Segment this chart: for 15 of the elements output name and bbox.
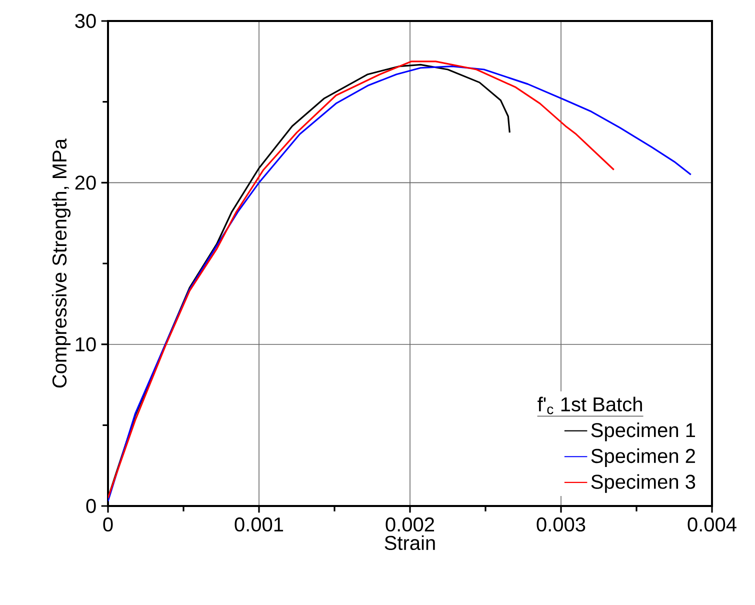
y-tick-label: 10 bbox=[76, 337, 96, 352]
legend-label: Specimen 2 bbox=[591, 448, 695, 468]
legend-label: Specimen 1 bbox=[591, 422, 695, 442]
x-tick-label: 0.003 bbox=[536, 518, 586, 532]
y-tick-label: 30 bbox=[75, 14, 96, 28]
legend-title: f'$_{c}$ 1st Batch bbox=[538, 396, 642, 414]
x-axis-title: Strain bbox=[384, 536, 435, 550]
x-tick-label: 0.002 bbox=[386, 518, 434, 532]
x-tick-label: 0 bbox=[103, 518, 113, 532]
y-axis-title: Compressive Strength, MPa bbox=[52, 138, 71, 388]
y-tick-label: 20 bbox=[75, 176, 96, 190]
x-tick-label: 0.004 bbox=[688, 518, 736, 532]
y-tick-label: 0 bbox=[86, 499, 96, 514]
x-tick-label: 0.001 bbox=[234, 518, 284, 532]
legend-label: Specimen 3 bbox=[591, 474, 696, 493]
